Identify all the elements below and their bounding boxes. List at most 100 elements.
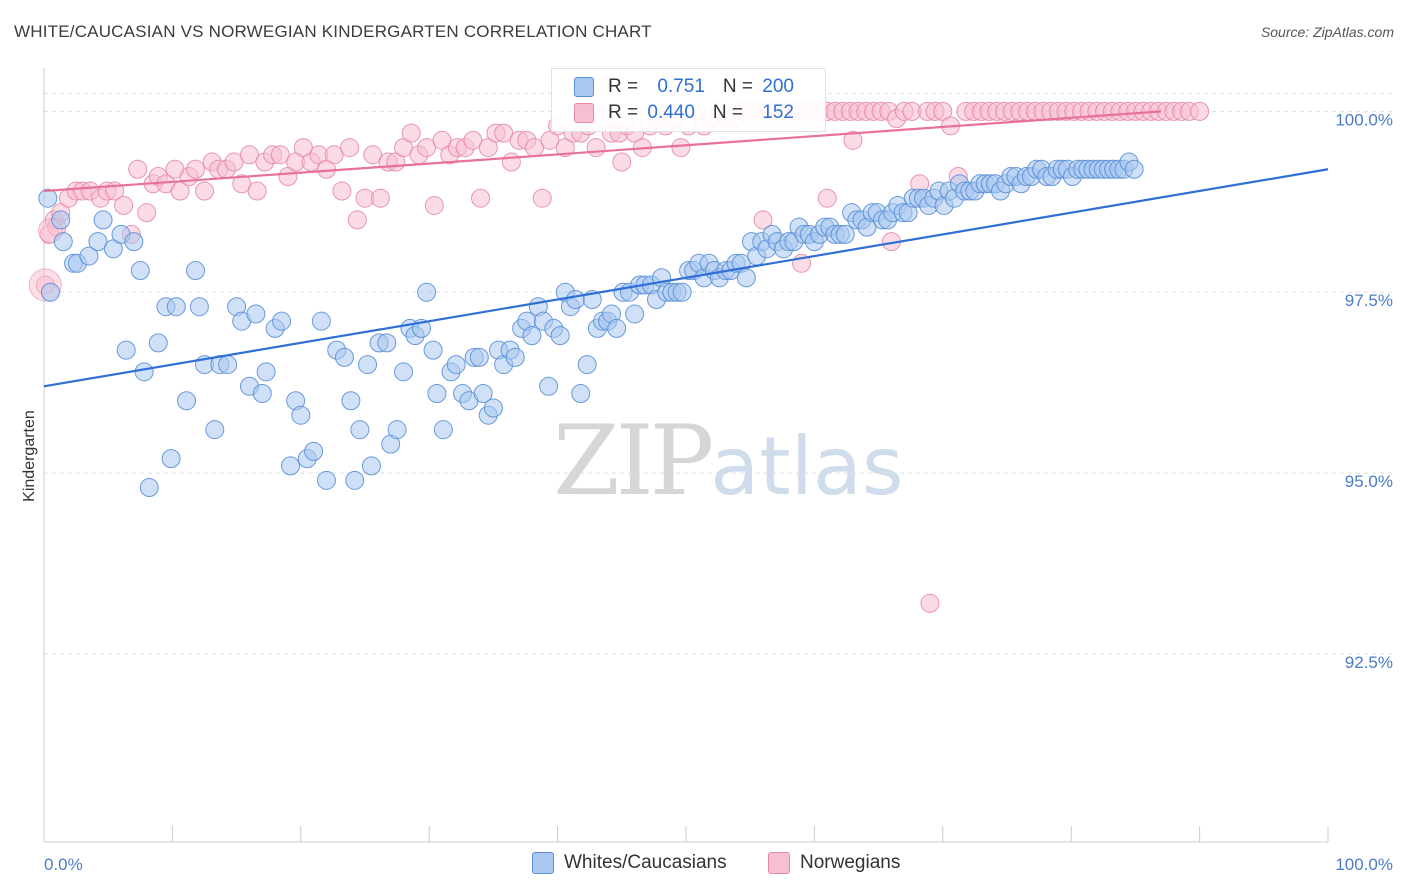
y-tick-label: 100.0% — [1335, 110, 1393, 129]
whites-point — [473, 384, 493, 404]
x-tick-label: 0.0% — [44, 855, 83, 874]
whites-point — [835, 224, 855, 244]
whites-point — [1124, 159, 1144, 179]
whites-point — [79, 246, 99, 266]
norwegians-point — [920, 593, 940, 613]
y-tick-label: 95.0% — [1345, 472, 1393, 491]
whites-point — [311, 311, 331, 331]
legend-item-norwegians[interactable]: Norwegians — [768, 852, 900, 874]
tick-labels: 92.5% 95.0% 97.5% 100.0% 0.0% 100.0% — [44, 110, 1393, 874]
whites-point — [88, 232, 108, 252]
norwegians-point — [1190, 101, 1210, 121]
whites-point — [177, 391, 197, 411]
y-axis-label: Kindergarten — [21, 410, 38, 502]
whites-point — [423, 340, 443, 360]
norwegians-point — [417, 138, 437, 158]
whites-point — [252, 384, 272, 404]
norwegians-point — [424, 195, 444, 215]
whites-point — [736, 268, 756, 288]
norwegians-point — [232, 174, 252, 194]
whites-point — [51, 210, 71, 230]
norwegians-point — [224, 152, 244, 172]
legend-label-whites: Whites/Caucasians — [564, 852, 727, 873]
whites-point — [304, 441, 324, 461]
norwegians-point — [239, 145, 259, 165]
whites-point — [139, 478, 159, 498]
norwegians-point — [612, 152, 632, 172]
series-legend: Whites/Caucasians Norwegians — [0, 850, 1406, 880]
whites-point — [218, 355, 238, 375]
whites-point — [272, 311, 292, 331]
whites-point — [53, 232, 73, 252]
whites-point — [281, 456, 301, 476]
whites-point — [40, 282, 60, 302]
whites-point — [148, 333, 168, 353]
whites-point — [116, 340, 136, 360]
norwegians-point — [270, 145, 290, 165]
norwegians-point — [247, 181, 267, 201]
stats-row-whites: R = 0.751 N = 200 — [574, 75, 794, 99]
norwegians-point — [843, 130, 863, 150]
trend-lines — [43, 110, 1329, 388]
whites-point — [550, 326, 570, 346]
whites-point — [134, 362, 154, 382]
whites-point — [189, 297, 209, 317]
whites-point — [341, 391, 361, 411]
norwegians-point — [340, 138, 360, 158]
norwegians-point — [471, 188, 491, 208]
stats-row-norwegians: R = 0.440 N = 152 — [574, 101, 794, 125]
n-key: N = — [712, 102, 749, 123]
source-label: Source: ZipAtlas.com — [1260, 24, 1394, 40]
whites-points — [38, 152, 1144, 498]
whites-point — [358, 355, 378, 375]
norwegians-point — [532, 188, 552, 208]
whites-point — [38, 188, 58, 208]
norwegians-trend-line — [43, 110, 1162, 193]
y-tick-label: 92.5% — [1345, 653, 1393, 672]
norwegians-point — [586, 138, 606, 158]
norwegians-point — [324, 145, 344, 165]
whites-point — [469, 347, 489, 367]
norwegians-swatch — [574, 103, 594, 123]
whites-point — [433, 420, 453, 440]
watermark-atlas: atlas — [710, 420, 904, 513]
norwegians-point — [128, 159, 148, 179]
norwegians-point — [671, 138, 691, 158]
x-tick-label: 100.0% — [1335, 855, 1393, 874]
whites-point — [539, 376, 559, 396]
whites-trend-line — [43, 168, 1329, 388]
whites-point — [672, 282, 692, 302]
norwegians-point — [347, 210, 367, 230]
whites-point — [345, 470, 365, 490]
chart-title: WHITE/CAUCASIAN VS NORWEGIAN KINDERGARTE… — [14, 22, 652, 41]
whites-point — [446, 355, 466, 375]
whites-point — [566, 289, 586, 309]
norwegians-point — [401, 123, 421, 143]
legend-item-whites[interactable]: Whites/Caucasians — [532, 852, 727, 874]
whites-point — [350, 420, 370, 440]
whites-point — [625, 304, 645, 324]
whites-point — [394, 362, 414, 382]
whites-point — [93, 210, 113, 230]
norwegians-point — [494, 123, 514, 143]
norwegians-point — [195, 181, 214, 201]
whites-point — [417, 282, 437, 302]
n-value: 152 — [762, 102, 794, 123]
n-key: N = — [722, 76, 759, 97]
whites-point — [387, 420, 407, 440]
norwegians-legend-swatch — [768, 852, 790, 874]
stats-legend: R = 0.751 N = 200 R = 0.440 N = 152 — [551, 68, 826, 132]
whites-point — [124, 232, 144, 252]
whites-swatch — [574, 77, 594, 97]
norwegians-point — [186, 159, 206, 179]
whites-point — [571, 384, 591, 404]
whites-point — [130, 261, 150, 281]
whites-point — [291, 405, 311, 425]
r-value: 0.751 — [657, 76, 705, 97]
whites-legend-swatch — [532, 852, 554, 874]
whites-point — [361, 456, 381, 476]
whites-point — [246, 304, 266, 324]
norwegians-point — [114, 195, 134, 215]
whites-point — [427, 384, 447, 404]
